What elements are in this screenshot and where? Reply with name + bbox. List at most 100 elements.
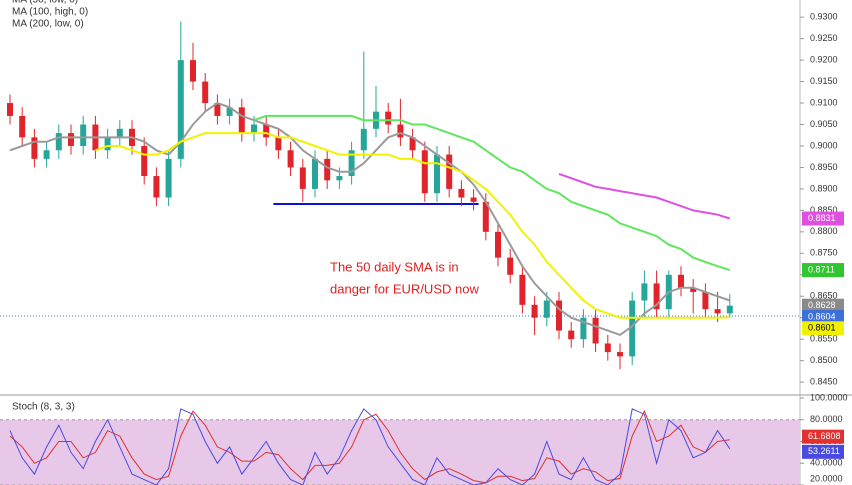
candle-body [434,154,440,194]
y-tick-label: 0.8450 [810,376,838,386]
stoch-k [9,408,731,485]
candle-body [653,283,660,310]
price-badge-label: 0.8604 [808,311,836,321]
candle-body [678,274,684,288]
y-tick-label: 0.9250 [810,33,838,43]
annotation: danger for EUR/USD now [330,281,479,296]
candle-body [238,107,245,134]
candle-body [7,103,13,116]
candle-body [592,317,599,344]
candle-body [275,137,282,151]
candle-body [495,231,501,258]
candle-body [519,274,526,305]
price-badge [802,263,844,278]
legend-entry: MA (200, low, 0) [12,19,84,30]
stoch-tick-label: 40.0000 [810,458,843,468]
moving-average [95,132,730,319]
candle-body [312,158,318,189]
candle-body [55,133,62,151]
y-tick-label: 0.9100 [810,97,838,107]
candle-body [226,107,233,116]
candle-body [348,150,355,177]
candle-body [385,111,392,125]
candle-body [446,154,453,189]
price-badge-label: 0.8711 [808,264,835,274]
y-tick-label: 0.9300 [810,12,838,22]
candle-body [116,128,123,138]
candle-body [397,124,404,138]
stoch-badge-label: 61.6808 [808,431,841,441]
candle-body [409,137,416,151]
annotation: The 50 daily SMA is in [330,259,459,274]
legend-entry: MA (100, high, 0) [12,7,88,18]
candle-body [287,150,294,168]
candle-body [482,201,489,232]
candle-body [153,176,160,198]
y-tick-label: 0.9050 [810,119,838,129]
candle-body [556,300,562,331]
stoch-title: Stoch (8, 3, 3) [12,402,75,413]
candle-body [324,158,331,181]
candle-body [336,176,343,181]
price-badge [802,298,844,313]
moving-average [253,114,731,272]
price-badge-label: 0.8628 [808,300,836,310]
candle-body [580,317,587,340]
y-tick-label: 0.8800 [810,226,838,236]
moving-average [9,101,731,337]
candle-body [190,60,196,82]
y-tick-label: 0.9000 [810,140,838,150]
legend-entry: MA (50, low, 0) [12,0,78,6]
candle-body [458,188,465,198]
stoch-tick-label: 20.0000 [810,473,843,483]
candle-body [421,150,428,194]
stoch-d [9,409,730,484]
y-tick-label: 0.9150 [810,76,838,86]
candle-body [104,137,111,151]
y-tick-label: 0.8900 [810,183,838,193]
candle-body [68,133,74,146]
y-tick-label: 0.8550 [810,334,838,344]
stoch-badge-label: 53.2611 [808,446,840,456]
stoch-badge [802,444,844,459]
price-badge [802,321,844,336]
candle-body [19,115,26,138]
price-badge [802,310,844,324]
y-tick-label: 0.8950 [810,162,838,172]
stoch-tick-label: 80.0000 [810,414,843,424]
candle-body [214,103,221,116]
candle-body [568,330,575,340]
moving-average [558,172,731,220]
candle-body [165,158,172,198]
y-tick-label: 0.9200 [810,54,838,64]
candle-body [299,167,306,189]
candle-body [629,300,636,357]
candle-body [43,150,50,159]
candle-body [617,352,623,357]
candle-body [141,145,148,177]
candle-body [507,257,514,275]
candle-body [31,137,38,159]
candle-body [360,128,367,151]
candle-body [80,124,87,146]
candle-body [726,305,733,314]
candle-body [251,124,257,134]
price-badge-label: 0.8601 [808,323,836,333]
candle-body [641,283,648,301]
candle-body [470,197,477,202]
y-tick-label: 0.8750 [810,248,838,258]
candle-body [714,309,721,314]
y-tick-label: 0.8500 [810,355,838,365]
stoch-badge [802,429,844,444]
candle-body [690,287,697,292]
price-badge-label: 0.8831 [808,213,836,223]
candle-body [604,343,611,353]
candle-body [177,60,184,159]
candle-body [263,124,270,138]
price-badge [802,211,844,226]
stoch-tick-label: 100.0000 [810,392,848,402]
y-tick-label: 0.8650 [810,291,838,301]
candle-body [543,300,550,318]
